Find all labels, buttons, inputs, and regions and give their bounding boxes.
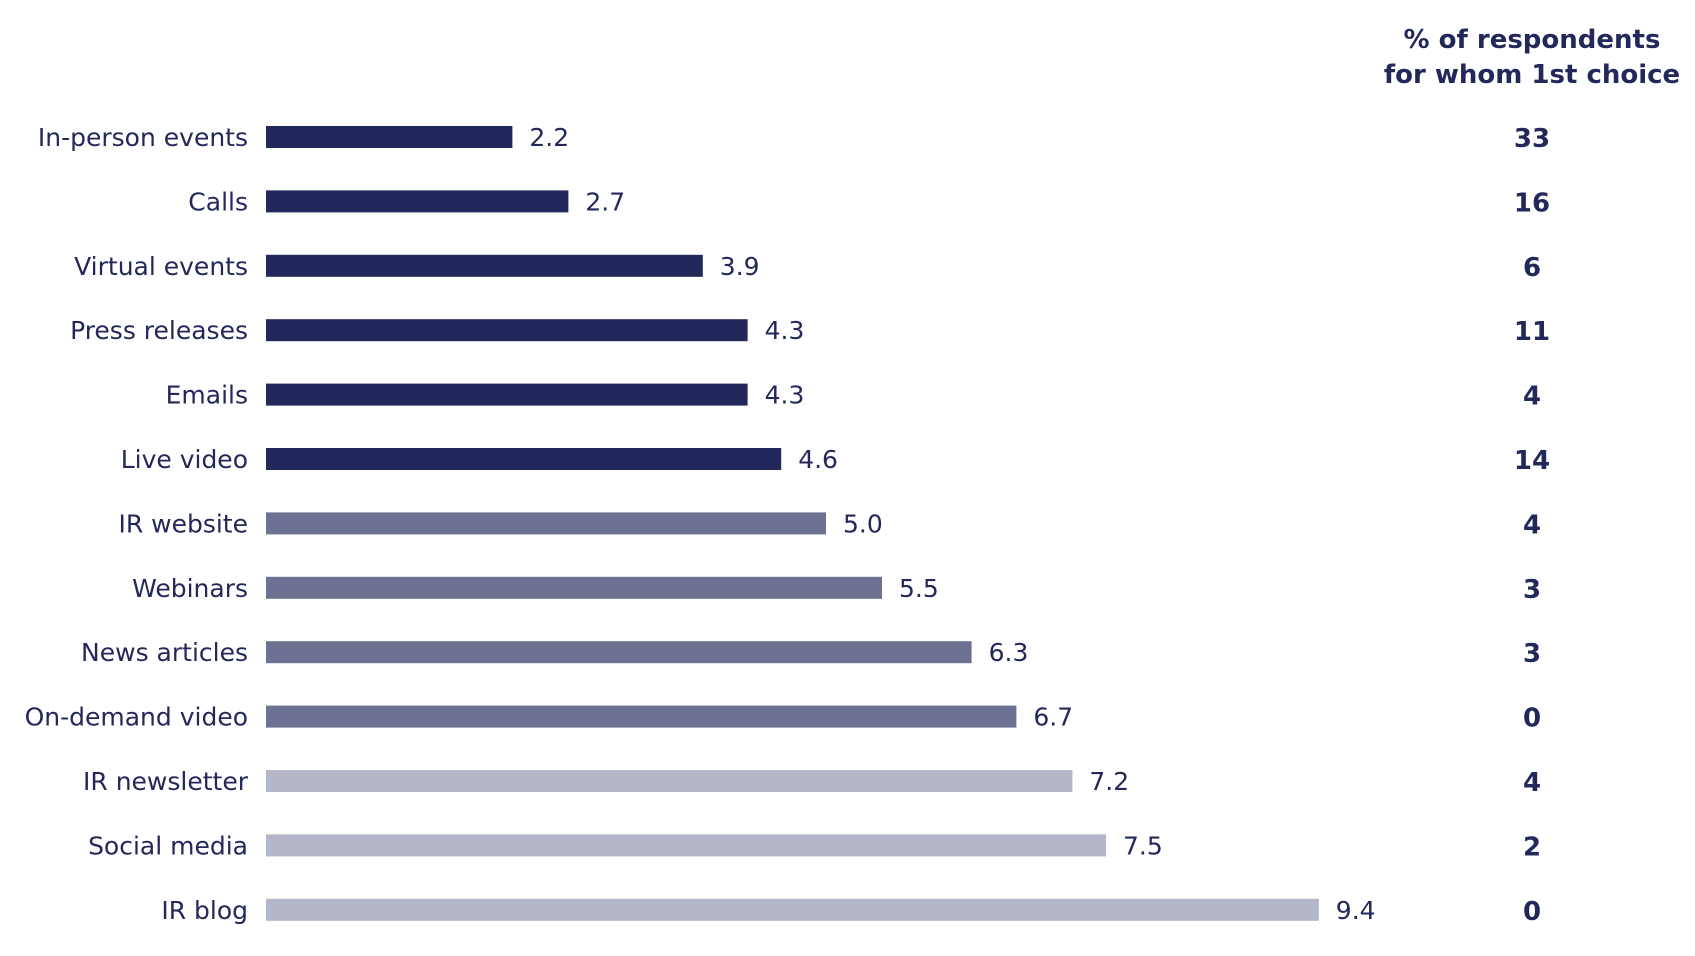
category-label: Emails bbox=[166, 381, 248, 410]
first-choice-value: 11 bbox=[1514, 317, 1550, 347]
category-label: News articles bbox=[81, 638, 248, 667]
data-label: 7.5 bbox=[1123, 831, 1163, 860]
bar bbox=[266, 254, 703, 277]
data-label: 5.0 bbox=[843, 509, 883, 538]
category-label: Live video bbox=[121, 445, 248, 474]
first-choice-value: 33 bbox=[1514, 124, 1550, 154]
bar bbox=[266, 126, 513, 148]
first-choice-value: 0 bbox=[1523, 897, 1541, 927]
first-choice-value: 2 bbox=[1523, 832, 1541, 862]
bar bbox=[266, 834, 1106, 857]
data-label: 7.2 bbox=[1089, 767, 1129, 796]
category-label: Press releases bbox=[70, 316, 248, 345]
category-label: Social media bbox=[88, 831, 248, 860]
category-label: IR website bbox=[118, 509, 248, 538]
bar bbox=[266, 512, 826, 535]
data-label: 4.3 bbox=[765, 381, 805, 410]
bar bbox=[266, 448, 782, 470]
category-label: Webinars bbox=[132, 574, 248, 603]
first-choice-value: 4 bbox=[1523, 768, 1541, 798]
first-choice-value: 6 bbox=[1523, 253, 1541, 283]
first-choice-value: 4 bbox=[1523, 382, 1541, 412]
side-column-header-line-2: for whom 1st choice bbox=[1384, 60, 1680, 90]
bar bbox=[266, 705, 1017, 728]
category-label: IR blog bbox=[161, 896, 248, 925]
data-label: 4.3 bbox=[765, 316, 805, 345]
data-label: 4.6 bbox=[798, 445, 838, 474]
bar bbox=[266, 576, 882, 599]
bar bbox=[266, 190, 569, 213]
bar bbox=[266, 319, 748, 342]
category-label: On-demand video bbox=[25, 703, 248, 732]
data-label: 5.5 bbox=[899, 574, 939, 603]
category-label: Virtual events bbox=[74, 252, 248, 281]
first-choice-value: 14 bbox=[1514, 446, 1550, 476]
bar bbox=[266, 383, 748, 406]
first-choice-value: 3 bbox=[1523, 639, 1541, 669]
first-choice-value: 16 bbox=[1514, 188, 1550, 218]
data-label: 9.4 bbox=[1336, 896, 1376, 925]
category-label: IR newsletter bbox=[83, 767, 249, 796]
first-choice-value: 0 bbox=[1523, 704, 1541, 734]
side-column-header-line-1: % of respondents bbox=[1404, 25, 1661, 55]
first-choice-value: 3 bbox=[1523, 575, 1541, 605]
data-label: 6.3 bbox=[989, 638, 1029, 667]
data-label: 6.7 bbox=[1033, 703, 1073, 732]
data-label: 2.7 bbox=[585, 187, 625, 216]
data-label: 2.2 bbox=[529, 123, 569, 152]
bar bbox=[266, 641, 972, 664]
data-label: 3.9 bbox=[720, 252, 760, 281]
category-label: Calls bbox=[188, 187, 248, 216]
bar bbox=[266, 770, 1073, 792]
first-choice-value: 4 bbox=[1523, 510, 1541, 540]
category-label: In-person events bbox=[38, 123, 248, 152]
bar bbox=[266, 898, 1319, 921]
